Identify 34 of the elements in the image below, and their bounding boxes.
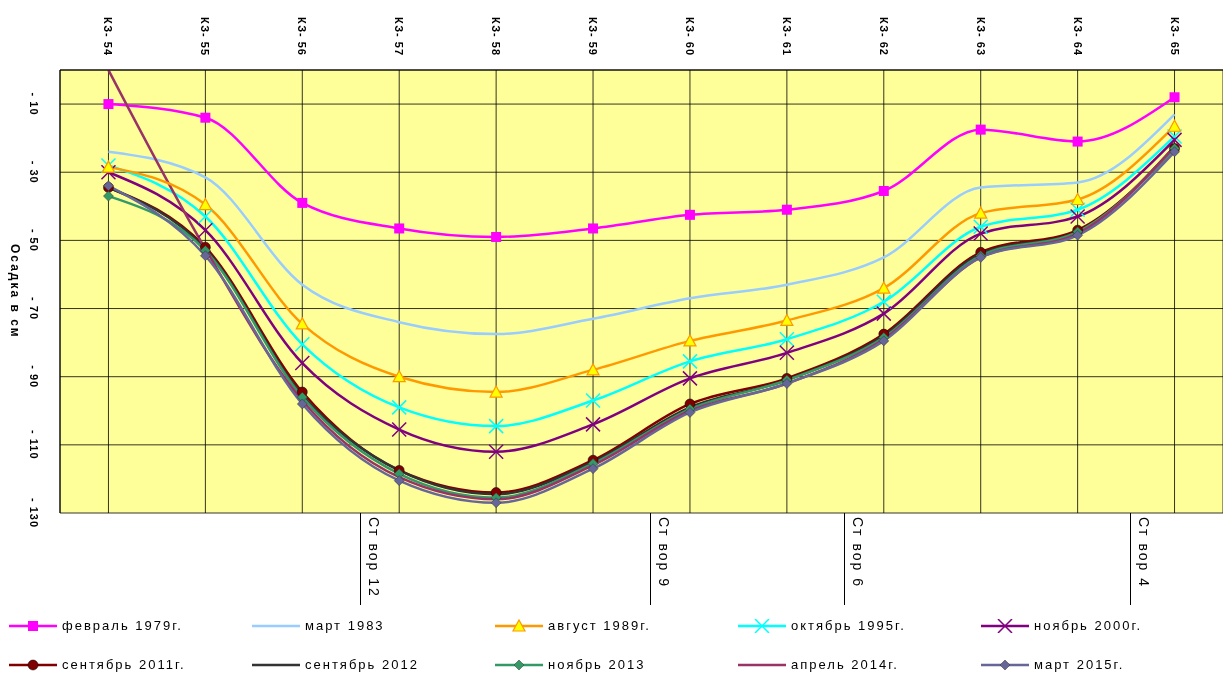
legend-label: апрель 2014г. — [791, 657, 899, 672]
x-tick-label: КЗ- 59 — [587, 17, 600, 56]
text: Ст вор 9 — [656, 517, 673, 588]
x-tick-label: КЗ- 61 — [780, 17, 793, 56]
legend-label: февраль 1979г. — [62, 618, 183, 633]
y-tick-label: - 50 — [28, 228, 40, 252]
text: Ст вор 12 — [365, 517, 382, 598]
text: Ст вор 6 — [850, 517, 867, 588]
x-tick-label: КЗ- 62 — [877, 17, 890, 56]
x-tick-label: КЗ- 57 — [393, 17, 406, 56]
y-tick-label: - 110 — [28, 430, 40, 460]
x-tick-label: КЗ- 55 — [199, 17, 212, 56]
x-tick-label: КЗ- 58 — [490, 17, 503, 56]
y-axis-title: Осадка в см — [8, 244, 22, 339]
x-tick-label: КЗ- 63 — [974, 17, 987, 56]
legend-label: сентябрь 2012 — [305, 657, 419, 672]
legend-label: март 2015г. — [1034, 657, 1125, 672]
legend-label: март 1983 — [305, 618, 385, 633]
legend-label: ноябрь 2000г. — [1034, 618, 1143, 633]
x-tick-label: КЗ- 65 — [1168, 17, 1181, 56]
x-tick-label: КЗ- 64 — [1071, 17, 1084, 56]
x-tick-label: КЗ- 56 — [296, 17, 309, 56]
y-tick-label: - 30 — [28, 160, 40, 184]
legend-label: ноябрь 2013 — [548, 657, 646, 672]
y-tick-label: - 70 — [28, 297, 40, 321]
x-tick-label: КЗ- 60 — [683, 17, 696, 56]
y-tick-label: - 90 — [28, 365, 40, 389]
legend-label: октябрь 1995г. — [791, 618, 906, 633]
legend-label: август 1989г. — [548, 618, 651, 633]
y-tick-label: - 130 — [28, 497, 40, 529]
text: Ст вор 4 — [1136, 517, 1153, 588]
legend-label: сентябрь 2011г. — [62, 657, 186, 672]
y-tick-label: - 10 — [28, 92, 40, 116]
x-tick-label: КЗ- 54 — [102, 17, 115, 56]
